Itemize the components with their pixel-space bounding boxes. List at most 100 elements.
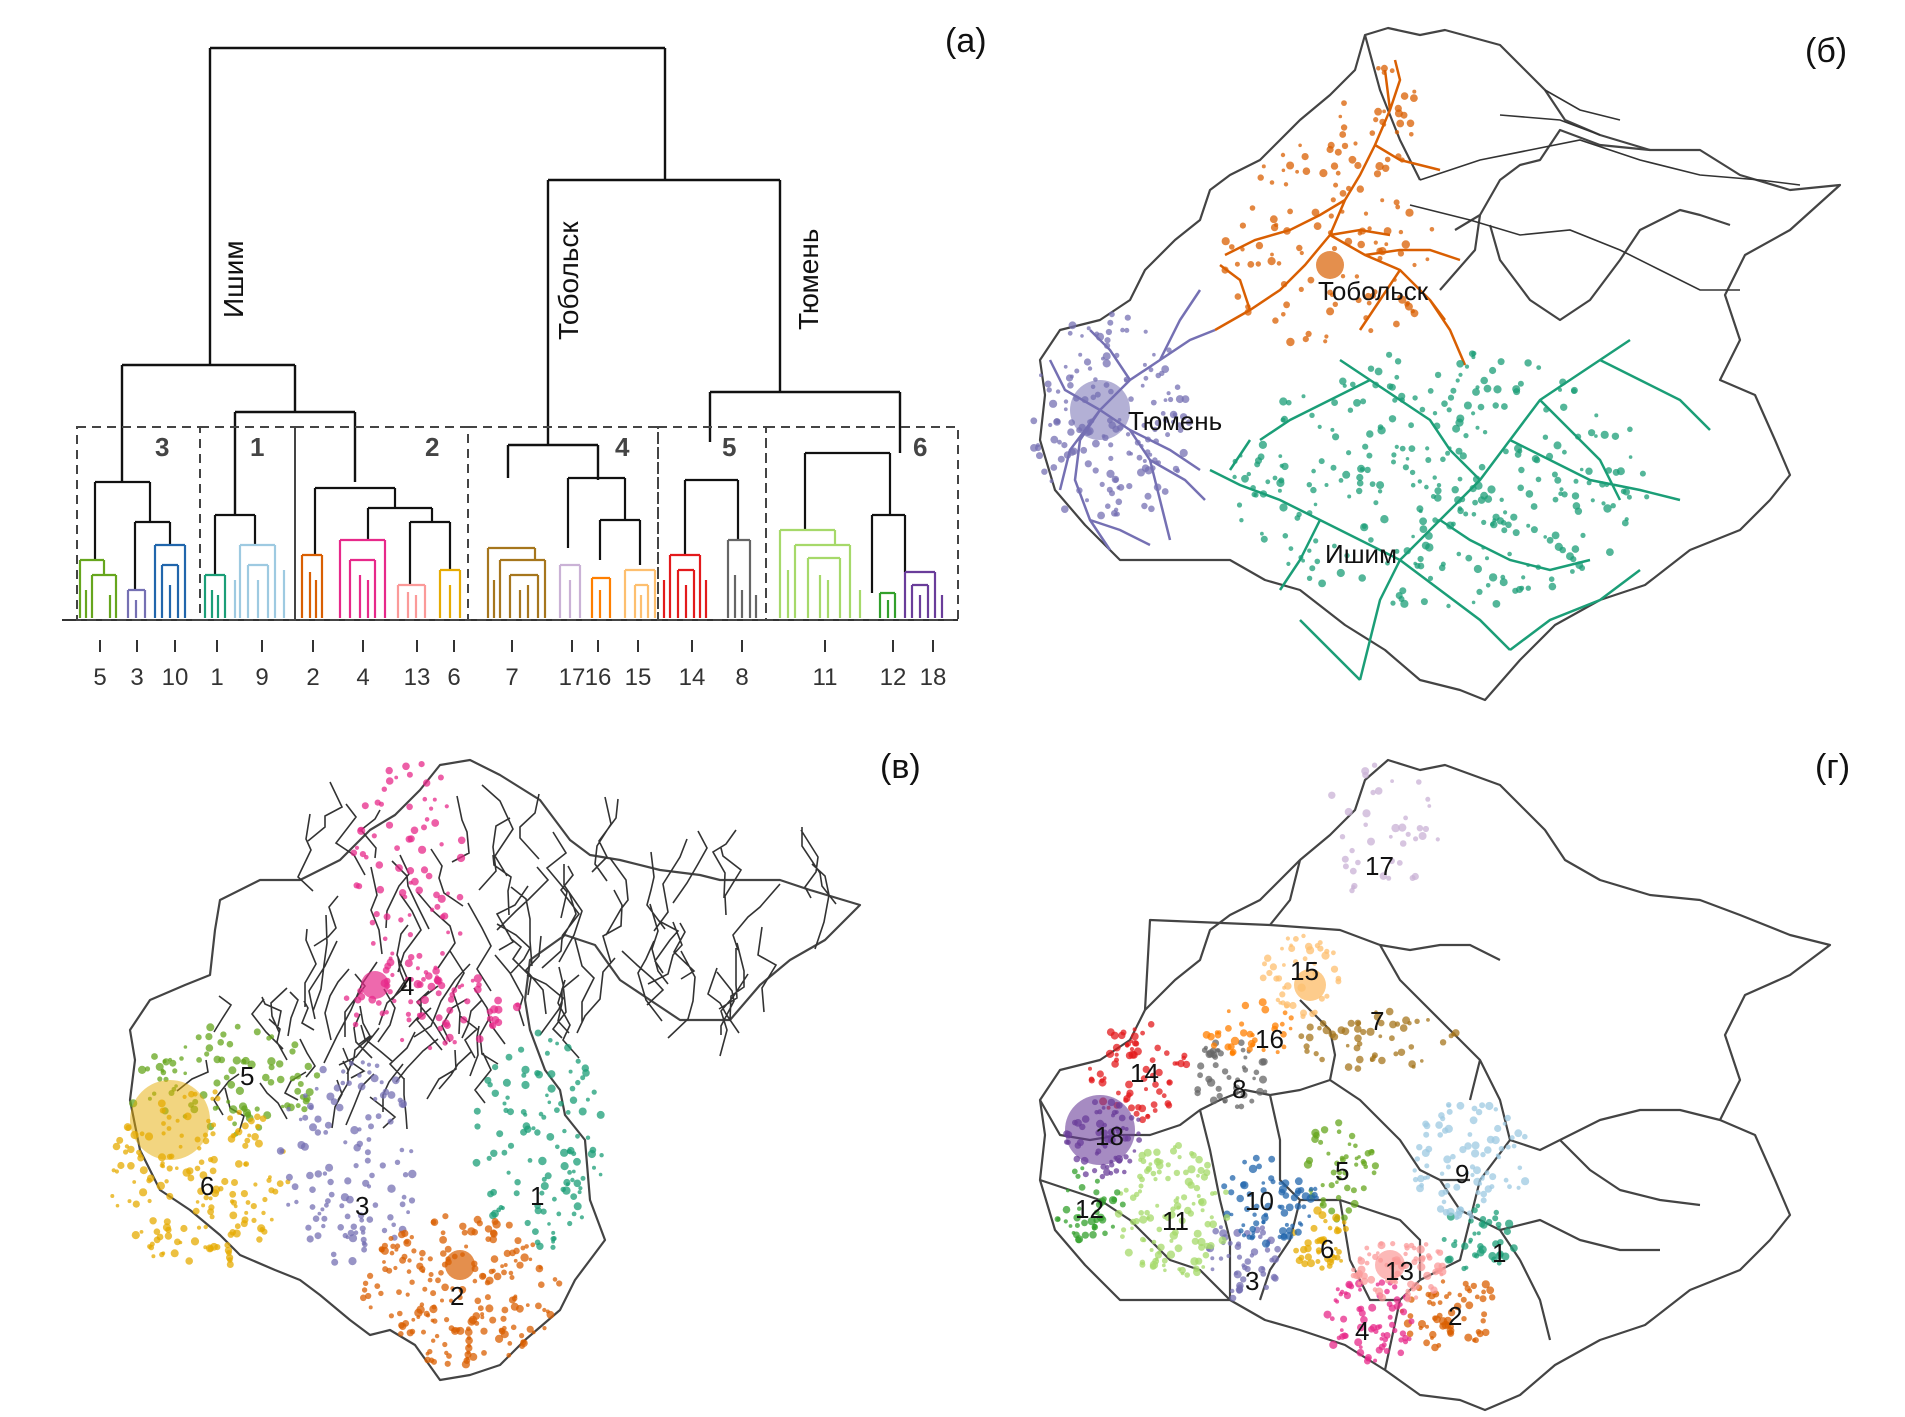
settlement-dot (1505, 521, 1512, 529)
settlement-dot (1375, 1282, 1380, 1287)
settlement-dot (1108, 455, 1114, 461)
settlement-dot (1457, 507, 1464, 515)
settlement-dot (1279, 1021, 1285, 1027)
settlement-dot (1230, 1036, 1240, 1046)
settlement-dot (1113, 1168, 1120, 1174)
settlement-dot (197, 1187, 205, 1195)
settlement-dot (1394, 444, 1399, 449)
settlement-dot (1362, 809, 1371, 818)
settlement-dot (475, 1035, 484, 1043)
settlement-dot (1455, 378, 1460, 383)
settlement-dot (1468, 1218, 1474, 1224)
settlement-dot (1184, 1177, 1193, 1186)
settlement-dot (1334, 1254, 1341, 1261)
settlement-dot (431, 1304, 437, 1310)
settlement-dot (1521, 1177, 1530, 1186)
settlement-dot (1391, 459, 1396, 465)
settlement-dot (1417, 555, 1424, 563)
settlement-dot (1150, 1170, 1157, 1177)
settlement-dot (1230, 1288, 1235, 1294)
settlement-dot (232, 1121, 238, 1127)
settlement-dot (1268, 1155, 1276, 1163)
settlement-dot (531, 1330, 536, 1335)
settlement-dot (1124, 1248, 1133, 1257)
settlement-dot (1271, 1274, 1279, 1282)
settlement-dot (163, 1218, 171, 1226)
settlement-dot (1502, 1121, 1507, 1126)
settlement-dot (285, 1173, 293, 1181)
settlement-dot (1570, 569, 1575, 574)
settlement-dot (1110, 1031, 1119, 1040)
settlement-dot (434, 1333, 440, 1339)
settlement-dot (1190, 1152, 1197, 1159)
settlement-dot (427, 1045, 433, 1051)
settlement-dot (1369, 481, 1376, 487)
settlement-dot (1476, 588, 1483, 596)
settlement-dot (1463, 401, 1472, 410)
settlement-dot (1174, 1244, 1183, 1253)
settlement-dot (520, 1128, 528, 1136)
settlement-dot (368, 1123, 374, 1130)
settlement-dot (1358, 1309, 1366, 1317)
settlement-dot (166, 1165, 173, 1172)
settlement-dot (1605, 467, 1613, 474)
settlement-dot (1396, 119, 1405, 128)
settlement-dot (1063, 1219, 1068, 1224)
settlement-dot (1353, 1044, 1361, 1052)
settlement-dot (1282, 963, 1286, 967)
settlement-dot (1440, 1279, 1446, 1284)
settlement-dot (1386, 351, 1393, 358)
settlement-dot (1611, 432, 1620, 440)
settlement-dot (1388, 857, 1395, 865)
settlement-dot (565, 1110, 571, 1115)
settlement-dot (1145, 436, 1151, 443)
settlement-dot (1444, 1256, 1453, 1264)
settlement-dot (379, 1246, 385, 1253)
settlement-dot (1457, 1292, 1463, 1298)
settlement-dot (1174, 384, 1181, 391)
settlement-dot (1115, 498, 1123, 506)
settlement-dot (1109, 1162, 1115, 1168)
settlement-dot (1559, 546, 1566, 554)
settlement-dot (1400, 1308, 1408, 1316)
settlement-dot (373, 911, 380, 918)
settlement-dot (366, 1184, 372, 1189)
settlement-dot (1030, 417, 1038, 425)
settlement-dot (321, 1215, 328, 1222)
settlement-dot (532, 1228, 539, 1235)
settlement-dot (1165, 432, 1171, 438)
settlement-dot (374, 799, 381, 806)
settlement-dot (312, 1215, 320, 1222)
settlement-dot (1330, 464, 1337, 471)
settlement-dot (1420, 1255, 1426, 1261)
leaf-label: 12 (880, 664, 907, 691)
settlement-dot (1301, 558, 1305, 563)
settlement-dot (461, 1229, 468, 1236)
settlement-dot (480, 1273, 487, 1279)
settlement-dot (304, 1062, 312, 1071)
settlement-dot (503, 1249, 511, 1257)
settlement-dot (1148, 1162, 1153, 1166)
settlement-dot (1413, 561, 1417, 566)
settlement-dot (1279, 991, 1286, 998)
settlement-dot (175, 1166, 179, 1170)
settlement-dot (1341, 100, 1347, 106)
settlement-dot (1472, 1231, 1477, 1236)
settlement-dot (1153, 1148, 1161, 1156)
settlement-dot (1319, 1020, 1327, 1027)
settlement-dot (1304, 1244, 1312, 1253)
settlement-dot (1339, 131, 1347, 138)
settlement-dot (198, 1159, 205, 1165)
settlement-dot (1346, 185, 1352, 192)
settlement-dot (1280, 417, 1286, 423)
settlement-dot (1429, 1330, 1437, 1339)
settlement-dot (1363, 315, 1369, 321)
settlement-dot (168, 1057, 173, 1062)
settlement-dot (460, 983, 465, 988)
settlement-dot (1092, 1168, 1098, 1174)
settlement-dot (149, 1217, 157, 1225)
settlement-dot (1363, 1164, 1368, 1169)
settlement-dot (1301, 153, 1309, 161)
settlement-dot (1092, 1226, 1097, 1231)
settlement-dot (457, 1294, 463, 1301)
